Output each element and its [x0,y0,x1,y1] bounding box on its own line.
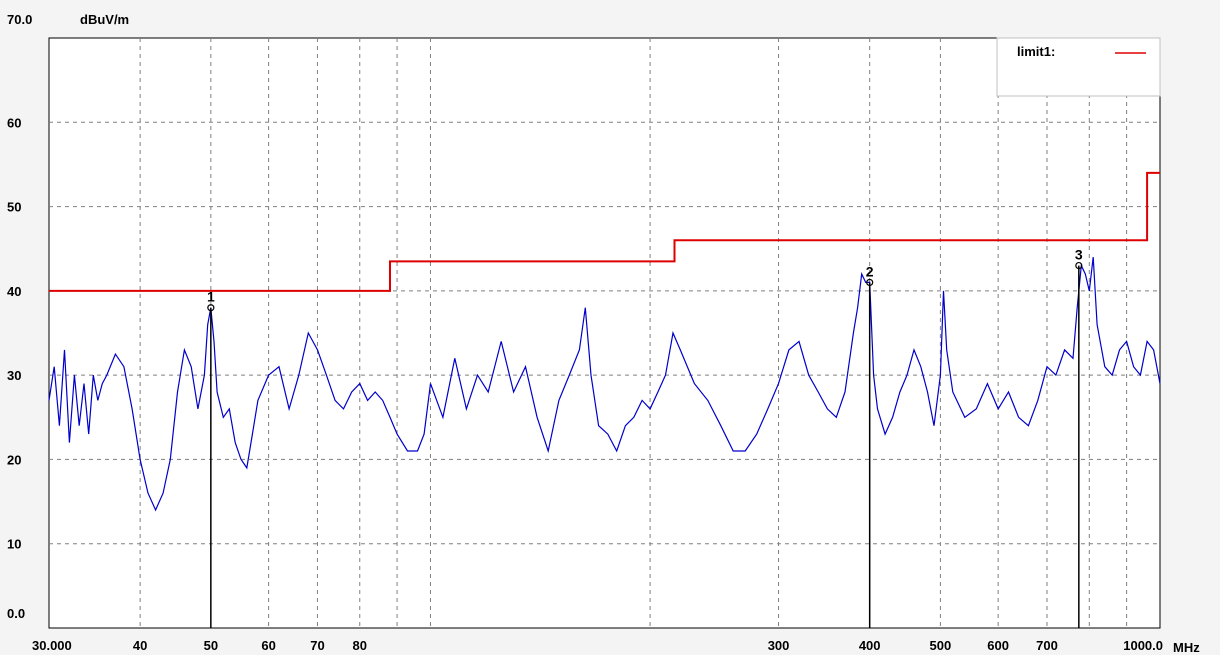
marker-point [207,304,215,312]
y-tick-label: 50 [7,200,21,215]
x-tick-label: 600 [987,638,1009,653]
x-tick-label: 700 [1036,638,1058,653]
limit-line [49,171,1160,292]
marker-point [866,278,874,287]
y-tick-label: 40 [7,284,21,299]
legend: limit1: [996,37,1161,97]
y-tick-label: 30 [7,368,21,383]
x-tick-label: 40 [133,638,147,653]
x-tick-label: 60 [261,638,275,653]
measurement-trace [48,257,1161,512]
marker-label: 2 [866,263,874,279]
limit-line-layer [49,171,1160,292]
y-tick-label: 20 [7,452,21,467]
y-tick-label: 70.0 [7,12,32,27]
x-tick-label: 400 [859,638,881,653]
legend-box [996,37,1161,97]
x-axis-unit: MHz [1173,640,1200,655]
x-tick-label: 1000.0 [1123,638,1163,653]
x-tick-labels: 30.000 40 50 60 70 80 300 400 500 600 700 1000.0 [32,638,1163,653]
y-tick-label: 60 [7,115,21,130]
x-tick-label: 80 [353,638,367,653]
y-tick-label: 0.0 [7,606,25,621]
x-tick-label: 50 [204,638,218,653]
x-tick-label: 30.000 [32,638,72,653]
y-tick-label: 10 [7,537,21,552]
grid [49,38,1160,628]
marker-label: 1 [207,289,215,305]
legend-label-limit1: limit1: [1017,44,1055,59]
y-tick-labels: 70.0 60 50 40 30 20 10 0.0 [7,12,32,621]
marker-point [1075,261,1083,270]
marker-layer: 1 2 3 [207,247,1083,628]
measurement-layer [48,257,1161,512]
x-tick-label: 300 [768,638,790,653]
plot-area [48,37,1161,629]
x-tick-label: 70 [310,638,324,653]
x-tick-label: 500 [930,638,952,653]
marker-label: 3 [1075,247,1083,263]
y-axis-unit: dBuV/m [80,12,129,27]
